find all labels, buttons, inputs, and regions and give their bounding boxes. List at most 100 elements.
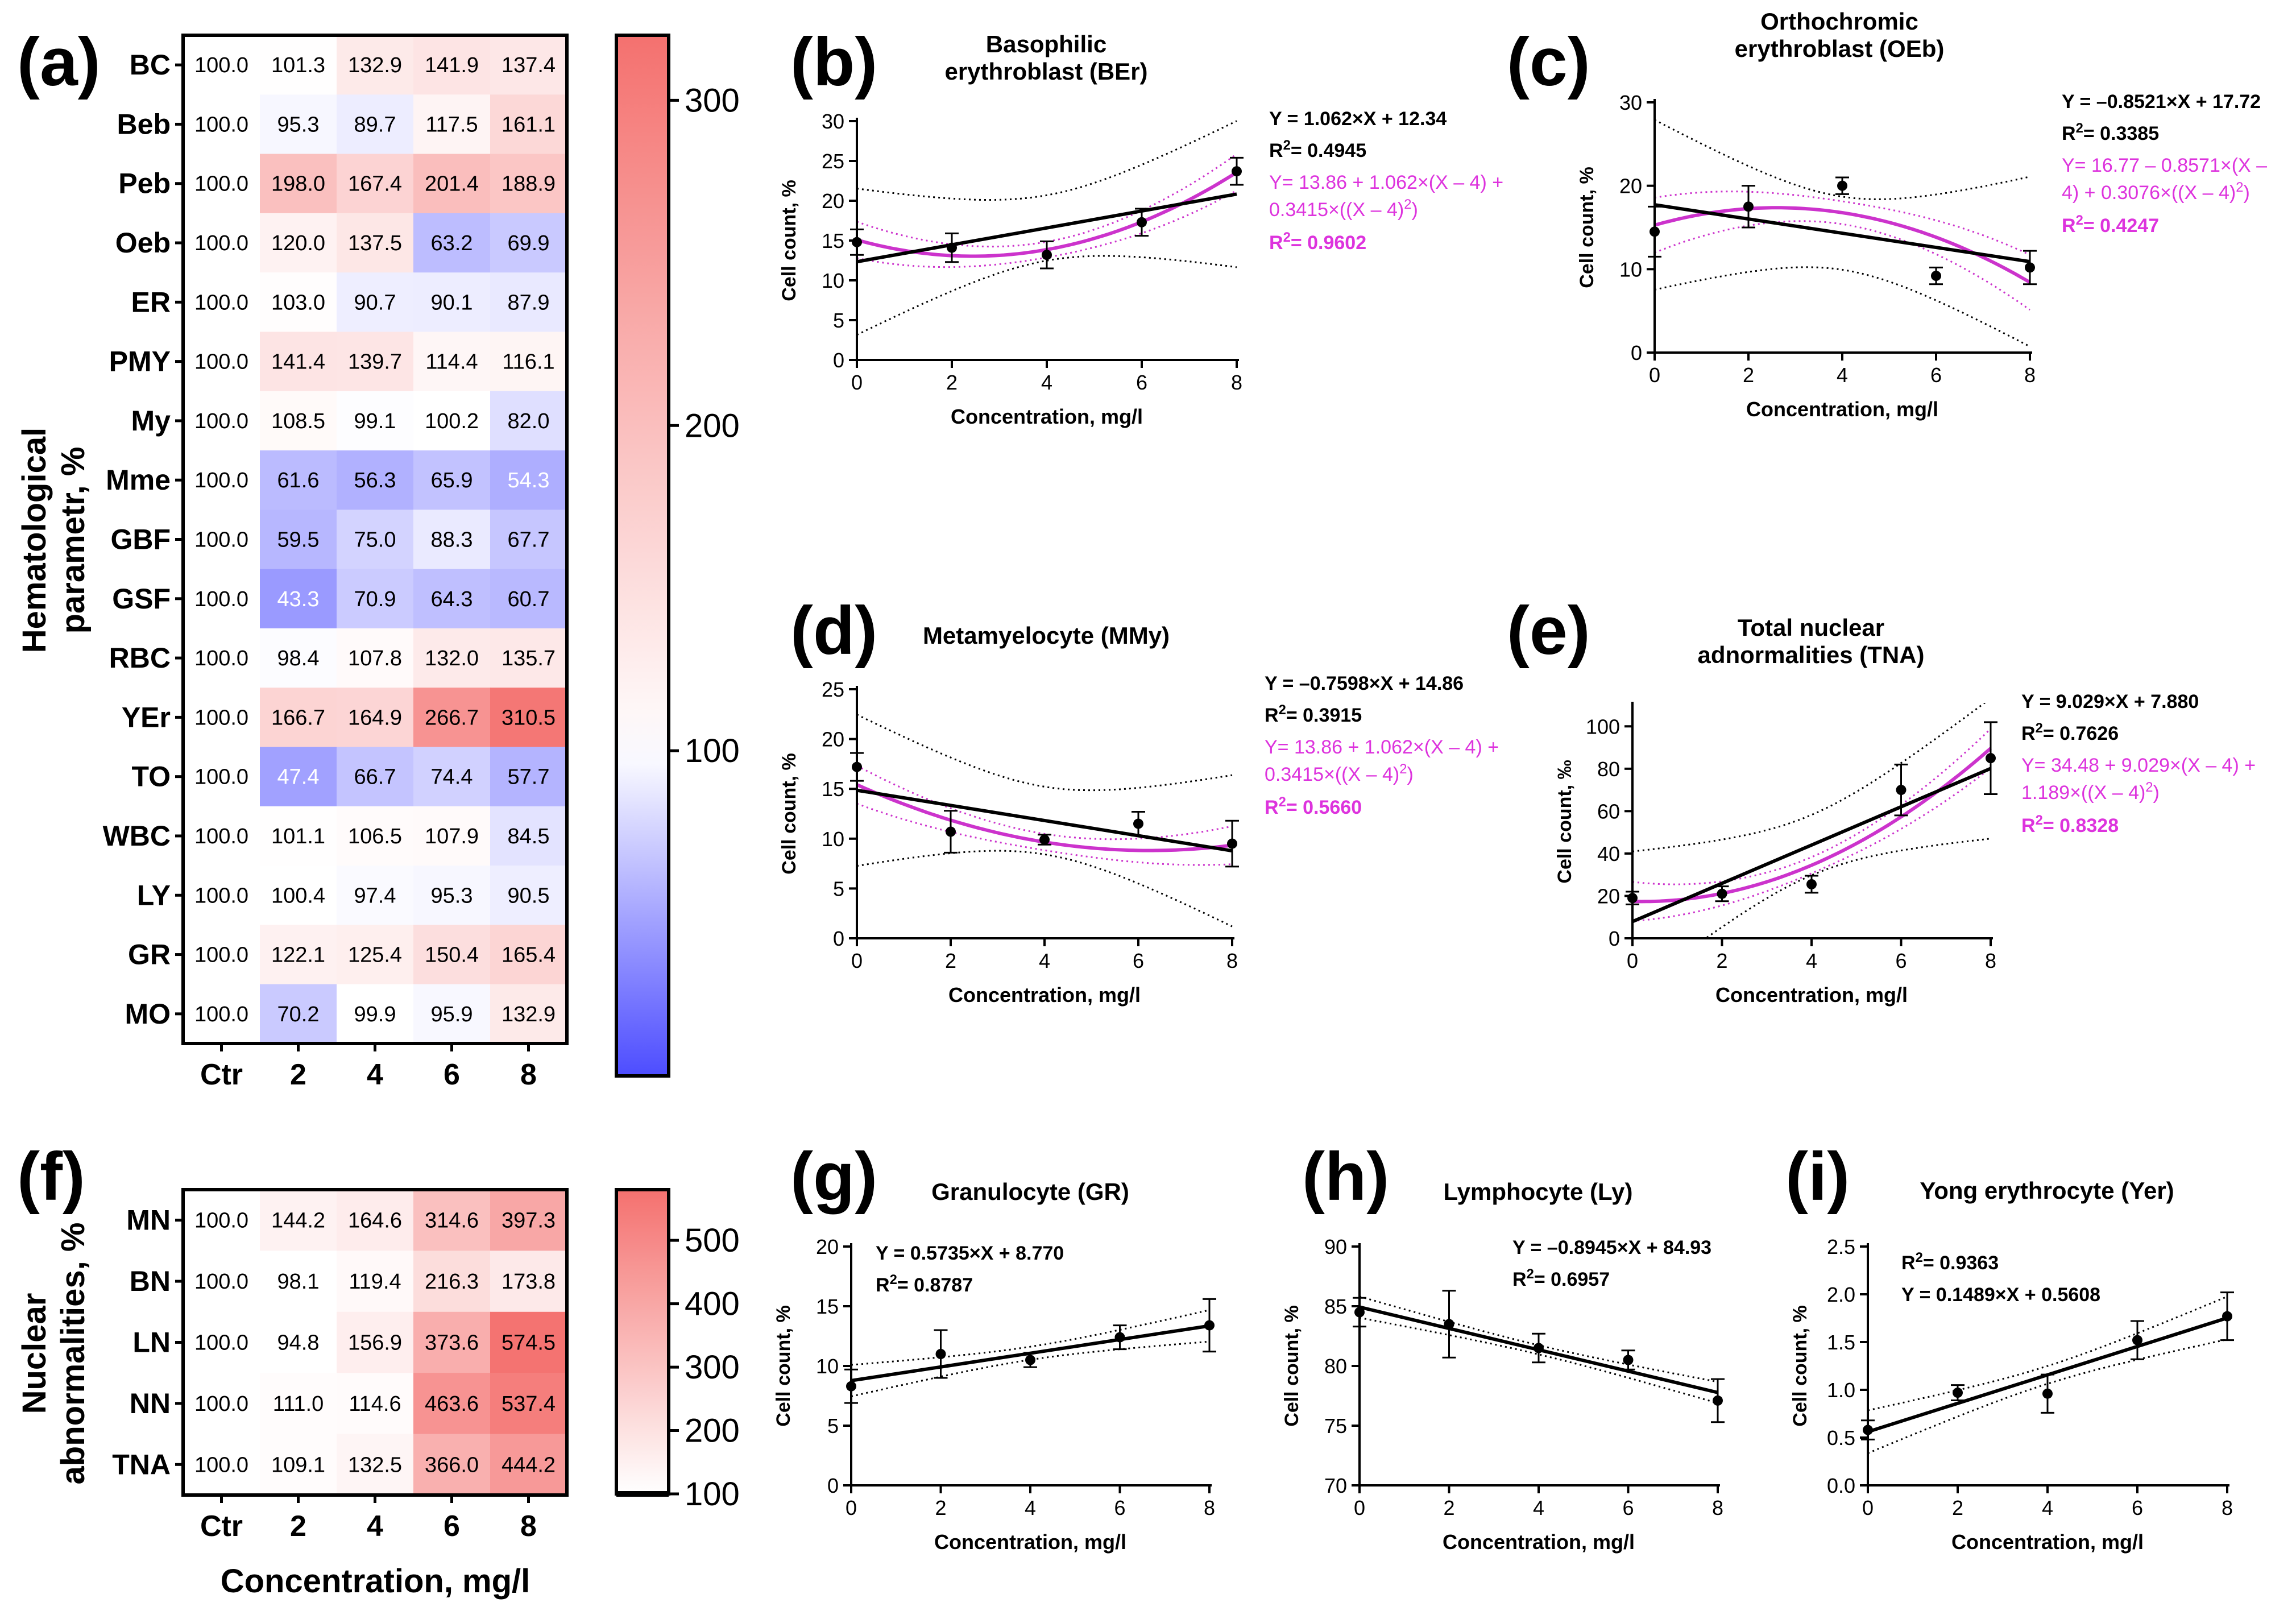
row-label: NN [130,1388,171,1419]
heatmap-cell-value: 100.0 [194,53,248,77]
heatmap-cell-value: 132.0 [425,647,479,670]
heatmap-cell-value: 463.6 [425,1392,479,1416]
heatmap-cell-value: 64.3 [431,587,473,611]
x-axis-label: Concentration, mg/l [1951,1530,2144,1554]
heatmap-cell-value: 100.0 [194,647,248,670]
heatmap-cell [260,925,337,985]
row-label: Beb [117,108,171,140]
equation-linear: R2= 0.3915 [1265,702,1362,727]
heatmap-cell-value: 164.9 [348,706,402,730]
heatmap-cell [183,628,260,688]
heatmap-cell-value: 70.9 [354,587,396,611]
y-tick-label: 85 [1324,1295,1347,1318]
heatmap-cell-value: 201.4 [425,172,479,196]
heatmap-cell-value: 120.0 [271,231,325,255]
heatmap-cell [413,213,491,273]
equation-quadratic: R2= 0.4247 [2062,213,2159,237]
heatmap-cell [490,806,567,866]
equation-quadratic: Y= 16.77 – 0.8571×(X – [2062,155,2267,176]
heatmap-cell [490,1311,567,1373]
equation-linear: Y = 0.5735×X + 8.770 [876,1243,1064,1264]
data-point [946,826,956,837]
heatmap-cell [490,1434,567,1496]
y-tick-label: 10 [816,1355,839,1378]
heatmap-cell [260,1190,337,1251]
panel-label: (b) [790,24,877,100]
heatmap-cell [260,35,337,95]
heatmap-cell [490,391,567,451]
x-tick-label: 0 [1862,1496,1874,1519]
ci-band-linear [1655,266,2030,347]
plot-d: 0 5 10 15 20 25 0 2 4 6 8 Concentration, mg/l Cell c… [778,593,1499,1007]
heatmap-cell [413,747,491,807]
heatmap-cell [490,569,567,629]
heatmap-cell-value: 100.0 [194,1209,248,1233]
ci-band-quadratic [857,153,1237,248]
y-tick-label: 10 [822,827,844,851]
y-axis-label: Nuclear [16,1293,53,1414]
heatmap-cell [337,1373,414,1435]
heatmap-cell [183,925,260,985]
data-point [1227,838,1237,849]
colorbar-tick-label: 100 [685,732,740,769]
heatmap-cell-value: 132.9 [502,1003,556,1026]
heatmap-cell [260,628,337,688]
row-label: RBC [109,642,171,674]
x-tick-label: 2 [1443,1496,1454,1519]
heatmap-cell [490,213,567,273]
heatmap-cell [490,272,567,332]
heatmap-cell [260,94,337,155]
heatmap-cell-value: 156.9 [348,1331,402,1355]
heatmap-cell [183,213,260,273]
row-label: PMY [109,346,171,378]
x-axis-label: Concentration, mg/l [948,983,1141,1007]
heatmap-cell-value: 141.9 [425,53,479,77]
heatmap-cell-value: 100.0 [194,113,248,136]
row-label: BC [130,49,171,81]
plot-title: Granulocyte (GR) [931,1178,1129,1205]
heatmap-cell-value: 100.0 [194,231,248,255]
heatmap-cell-value: 100.0 [194,172,248,196]
heatmap-cell-value: 106.5 [348,825,402,848]
heatmap-cell [183,94,260,155]
column-label: Ctr [200,1510,243,1543]
heatmap-cell-value: 98.4 [277,647,320,670]
data-point [1931,271,1941,281]
y-tick-label: 10 [1619,258,1642,281]
x-tick-label: 2 [1743,363,1754,387]
heatmap-cell-value: 70.2 [277,1003,320,1026]
y-tick-label: 20 [1619,175,1642,198]
panel-label: (c) [1507,24,1590,100]
heatmap-cell [260,806,337,866]
data-point [1717,888,1727,899]
equation-quadratic: R2= 0.8328 [2021,813,2119,837]
heatmap-cell [260,569,337,629]
x-tick-label: 6 [2132,1496,2143,1519]
heatmap-cell-value: 87.9 [508,291,550,314]
heatmap-cell-value: 116.1 [502,350,554,374]
heatmap-cell-value: 82.0 [508,409,550,433]
heatmap-cell-value: 114.4 [425,350,478,374]
plot-title: erythroblast (OEb) [1735,35,1945,62]
x-tick-label: 2 [1952,1496,1963,1519]
heatmap-cell-value: 88.3 [431,528,473,552]
data-point [1623,1355,1634,1365]
heatmap-cell [337,688,414,748]
data-point [935,1349,946,1359]
heatmap-cell [413,1311,491,1373]
heatmap-cell-value: 574.5 [502,1331,556,1355]
heatmap-cell-value: 161.1 [502,113,556,136]
heatmap-cell-value: 188.9 [502,172,556,196]
plot-title: Metamyelocyte (MMy) [923,622,1170,649]
heatmap-cell [260,391,337,451]
heatmap-cell-value: 139.7 [348,350,402,374]
heatmap-cell-value: 84.5 [508,825,550,848]
x-tick-label: 4 [1806,949,1817,972]
y-tick-label: 40 [1597,842,1620,866]
heatmap-cell [413,806,491,866]
row-label: YEr [122,701,171,733]
heatmap-cell [337,510,414,570]
heatmap-cell [490,94,567,155]
equation-linear: Y = –0.8945×X + 84.93 [1512,1237,1711,1258]
x-axis-label: Concentration, mg/l [1746,397,1938,421]
